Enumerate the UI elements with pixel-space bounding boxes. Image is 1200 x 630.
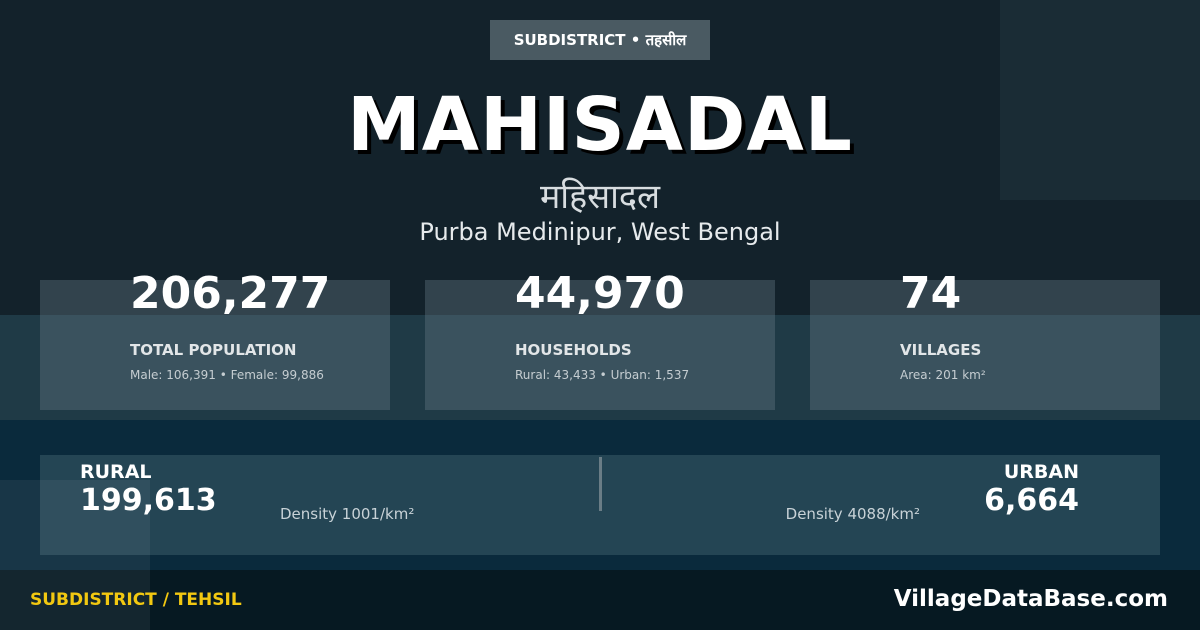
decorative-square bbox=[0, 480, 150, 630]
footer bbox=[0, 570, 1200, 630]
stat-label: HOUSEHOLDS bbox=[515, 341, 632, 359]
decorative-square bbox=[1000, 0, 1200, 200]
rural-urban-panel: RURAL 199,613 Density 1001/km² Density 4… bbox=[40, 455, 1160, 555]
stat-label: TOTAL POPULATION bbox=[130, 341, 297, 359]
page-title: MAHISADAL bbox=[347, 82, 853, 168]
urban-density: Density 4088/km² bbox=[785, 505, 920, 523]
stat-value: 44,970 bbox=[515, 268, 685, 319]
location: Purba Medinipur, West Bengal bbox=[419, 218, 781, 246]
rural-density: Density 1001/km² bbox=[280, 505, 415, 523]
background-band bbox=[0, 315, 1200, 420]
stat-sub: Area: 201 km² bbox=[900, 368, 986, 382]
stat-card-population: 206,277 TOTAL POPULATION Male: 106,391 •… bbox=[40, 268, 390, 410]
rural-label: RURAL bbox=[80, 461, 152, 483]
title-hindi: महिसादल bbox=[539, 177, 661, 217]
stat-sub: Rural: 43,433 • Urban: 1,537 bbox=[515, 368, 690, 382]
urban-label: URBAN bbox=[1003, 461, 1079, 483]
urban-value: 6,664 bbox=[984, 483, 1079, 518]
type-badge: SUBDISTRICT • तहसील bbox=[490, 20, 710, 60]
footer-category: SUBDISTRICT / TEHSIL bbox=[30, 590, 242, 610]
stat-label: VILLAGES bbox=[900, 341, 982, 359]
stat-card-households: 44,970 HOUSEHOLDS Rural: 43,433 • Urban:… bbox=[425, 268, 775, 410]
stat-value: 74 bbox=[900, 268, 962, 319]
rural-value: 199,613 bbox=[80, 483, 217, 518]
stat-sub: Male: 106,391 • Female: 99,886 bbox=[130, 368, 324, 382]
divider bbox=[599, 457, 602, 511]
stat-card-villages: 74 VILLAGES Area: 201 km² bbox=[810, 268, 1160, 410]
site-brand-link[interactable]: VillageDataBase.com bbox=[893, 586, 1168, 612]
stat-value: 206,277 bbox=[130, 268, 331, 319]
